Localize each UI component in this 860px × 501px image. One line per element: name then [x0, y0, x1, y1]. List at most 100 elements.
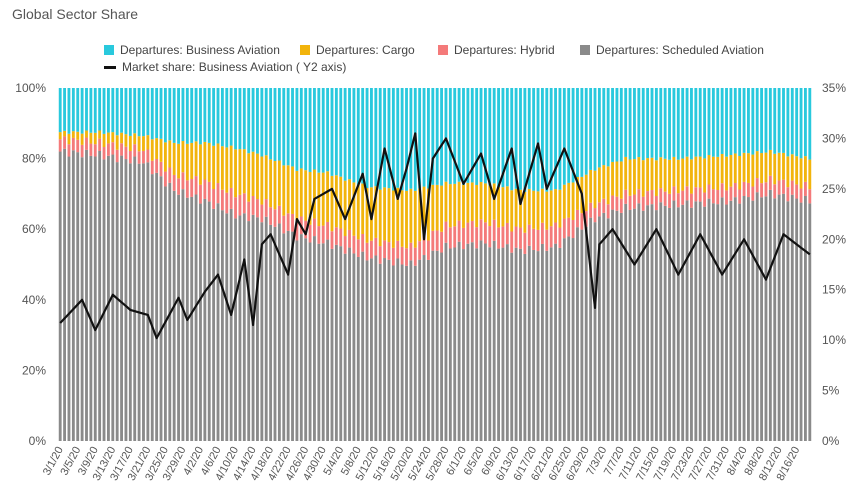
y-tick-label: 60% — [22, 222, 46, 236]
bar-hybrid — [260, 204, 264, 223]
bar-business — [216, 88, 220, 144]
bar-scheduled — [786, 201, 790, 441]
bar-cargo — [111, 132, 115, 143]
bar-scheduled — [672, 200, 676, 441]
bar-business — [76, 88, 80, 132]
bar-business — [663, 88, 667, 159]
bar-business — [694, 88, 698, 157]
bar-cargo — [150, 139, 154, 161]
bar-hybrid — [549, 226, 553, 248]
bar-cargo — [668, 159, 671, 194]
legend-item-hybrid[interactable]: Departures: Hybrid — [438, 43, 555, 57]
bar-business — [317, 88, 321, 173]
bar-scheduled — [571, 238, 575, 441]
bar-cargo — [435, 184, 439, 231]
bar-scheduled — [747, 197, 750, 441]
bar-cargo — [115, 135, 119, 150]
bar-cargo — [567, 182, 571, 218]
bar-scheduled — [742, 196, 746, 441]
bar-hybrid — [334, 227, 338, 245]
bar-cargo — [308, 171, 312, 225]
bar-hybrid — [681, 190, 685, 205]
bar-cargo — [773, 153, 777, 185]
bar-cargo — [295, 170, 299, 223]
bar-cargo — [220, 146, 224, 190]
bar-business — [597, 88, 601, 168]
bar-scheduled — [457, 241, 461, 441]
bar-hybrid — [716, 190, 720, 205]
bar-business — [242, 88, 246, 150]
bar-business — [659, 88, 663, 158]
legend-item-business[interactable]: Departures: Business Aviation — [104, 43, 280, 57]
bar-cargo — [637, 157, 641, 190]
bar-cargo — [619, 161, 623, 199]
bar-scheduled — [264, 216, 268, 441]
bar-hybrid — [391, 247, 395, 266]
bar-hybrid — [418, 241, 422, 260]
bar-scheduled — [733, 197, 737, 441]
bar-hybrid — [383, 240, 387, 259]
bar-cargo — [339, 176, 343, 229]
bar-hybrid — [562, 218, 566, 239]
bar-hybrid — [225, 192, 229, 214]
bar-business — [733, 88, 737, 154]
bar-scheduled — [277, 223, 281, 441]
bar-cargo — [80, 133, 84, 145]
bar-hybrid — [580, 213, 584, 230]
bar-hybrid — [396, 240, 400, 259]
bar-cargo — [277, 160, 281, 206]
bar-cargo — [527, 188, 531, 225]
bar-business — [225, 88, 229, 148]
bar-business — [155, 88, 159, 139]
bar-scheduled — [799, 202, 803, 441]
bar-cargo — [212, 145, 216, 189]
bar-scheduled — [308, 242, 312, 441]
bar-scheduled — [339, 246, 343, 441]
bar-business — [676, 88, 680, 160]
bar-hybrid — [492, 219, 496, 241]
bar-business — [326, 88, 330, 172]
bar-scheduled — [348, 247, 351, 441]
bar-hybrid — [242, 193, 246, 214]
bar-hybrid — [475, 227, 479, 249]
legend-item-market-share[interactable]: Market share: Business Aviation ( Y2 axi… — [104, 60, 346, 74]
bar-scheduled — [646, 205, 650, 441]
bar-scheduled — [234, 218, 237, 441]
bar-cargo — [365, 188, 369, 243]
bar-scheduled — [334, 244, 338, 441]
bar-business — [527, 88, 531, 189]
legend-item-cargo[interactable]: Departures: Cargo — [300, 43, 415, 57]
bar-cargo — [304, 170, 308, 221]
bar-scheduled — [427, 259, 430, 441]
bar-business — [747, 88, 750, 154]
bar-hybrid — [124, 146, 128, 160]
bar-hybrid — [584, 211, 588, 227]
bar-scheduled — [150, 174, 154, 442]
bar-business — [453, 88, 457, 184]
bar-cargo — [611, 161, 614, 196]
bar-hybrid — [694, 187, 698, 202]
bar-business — [488, 88, 492, 186]
bar-scheduled — [659, 202, 663, 441]
bar-scheduled — [194, 194, 198, 441]
bar-business — [523, 88, 527, 192]
bar-business — [716, 88, 720, 157]
bar-business — [374, 88, 378, 187]
legend-item-scheduled[interactable]: Departures: Scheduled Aviation — [580, 43, 764, 57]
bar-scheduled — [435, 250, 439, 441]
bar-cargo — [799, 158, 803, 189]
bar-scheduled — [549, 247, 553, 441]
bar-business — [624, 88, 628, 157]
bar-business — [720, 88, 724, 154]
bar-scheduled — [510, 252, 514, 441]
bar-cargo — [440, 185, 443, 232]
bar-scheduled — [777, 194, 781, 441]
bar-cargo — [168, 140, 172, 168]
bar-business — [483, 88, 487, 184]
bar-scheduled — [76, 152, 80, 441]
bar-scheduled — [370, 258, 373, 441]
bar-scheduled — [400, 264, 404, 441]
bar-cargo — [291, 166, 294, 214]
bar-scheduled — [782, 193, 785, 441]
